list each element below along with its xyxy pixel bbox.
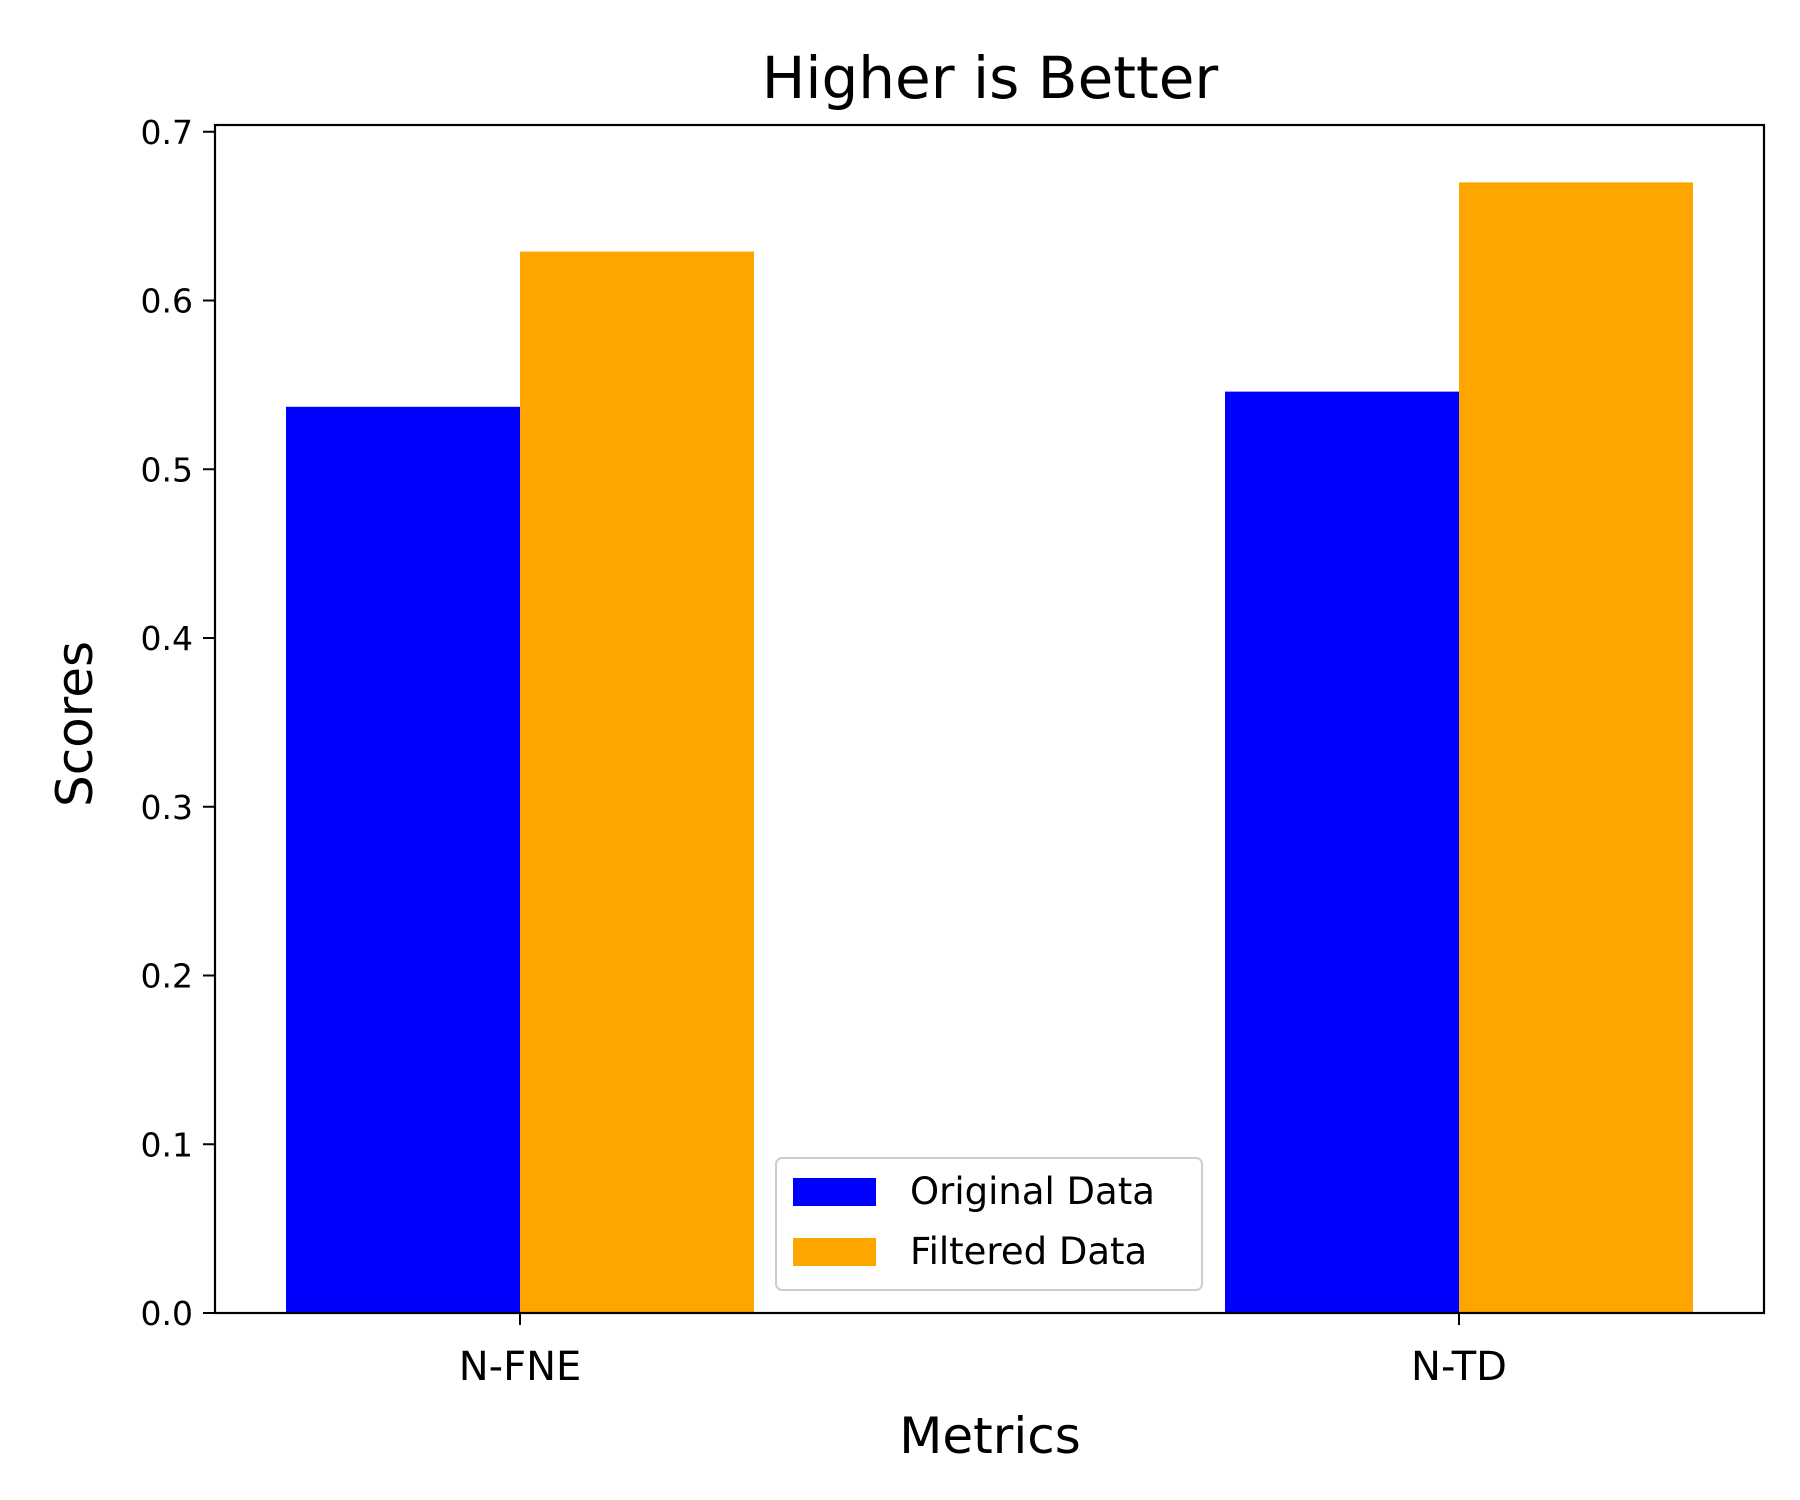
y-tick-label: 0.6 [141,282,193,321]
x-tick-label-n-td: N-TD [1411,1344,1507,1390]
legend-swatch-filtered-data [793,1238,876,1266]
bar-filtered-data-n-fne [520,251,754,1313]
y-tick-label: 0.2 [141,957,193,996]
y-tick-label: 0.5 [141,450,193,489]
legend-label-original-data: Original Data [910,1170,1155,1213]
legend-swatch-original-data [793,1178,876,1206]
chart-title: Higher is Better [762,44,1219,112]
y-axis-label: Scores [46,641,104,807]
bar-original-data-n-fne [286,406,520,1313]
y-tick-label: 0.4 [141,619,193,658]
bar-filtered-data-n-td [1459,182,1693,1313]
y-axis-ticks: 0.0 0.1 0.2 0.3 0.4 0.5 0.6 0.7 [141,113,215,1333]
legend: Original Data Filtered Data [775,1157,1203,1291]
y-tick-label: 0.7 [141,113,193,152]
x-axis-ticks: N-FNE N-TD [459,1313,1507,1390]
x-tick-label-n-fne: N-FNE [459,1344,582,1390]
bars-group [286,182,1693,1313]
legend-box [775,1157,1203,1291]
y-tick-label: 0.0 [141,1294,193,1333]
bar-original-data-n-td [1225,391,1459,1313]
y-tick-label: 0.3 [141,788,193,827]
y-tick-label: 0.1 [141,1125,193,1164]
legend-label-filtered-data: Filtered Data [910,1230,1147,1273]
x-axis-label: Metrics [899,1407,1081,1465]
plot-frame [213,123,1766,1315]
